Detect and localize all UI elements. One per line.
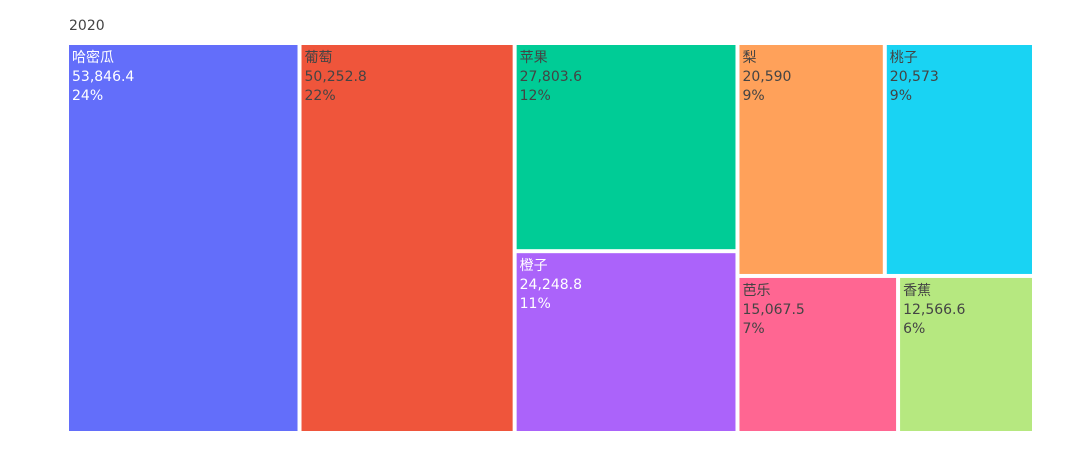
- treemap-root-label: 2020: [69, 18, 105, 34]
- tile-4-percent-label: 11%: [520, 296, 551, 312]
- tile-7-value-label: 15,067.5: [742, 302, 804, 318]
- tile-4-label: 橙子: [520, 258, 548, 274]
- tile-5-label: 梨: [742, 50, 756, 66]
- tile-1-rect[interactable]: [69, 45, 298, 431]
- tile-3-value-label: 27,803.6: [520, 69, 582, 85]
- tile-6-value-label: 20,573: [890, 69, 939, 85]
- tile-1-percent-label: 24%: [72, 88, 103, 104]
- tile-4-rect[interactable]: [516, 253, 736, 431]
- tile-4[interactable]: 橙子 24,248.8 11%: [516, 253, 736, 431]
- tile-7-percent-label: 7%: [742, 321, 764, 337]
- tile-8-label: 香蕉: [903, 283, 931, 299]
- tile-1-label: 哈密瓜: [72, 49, 114, 66]
- tile-3-percent-label: 12%: [520, 88, 551, 104]
- tile-7-rect[interactable]: [739, 277, 897, 431]
- tile-2-rect[interactable]: [301, 45, 513, 431]
- tile-6[interactable]: 桃子 20,573 9%: [886, 45, 1032, 274]
- tile-2-label: 葡萄: [305, 50, 333, 66]
- tile-6-percent-label: 9%: [890, 88, 912, 104]
- tile-2-value-label: 50,252.8: [305, 69, 367, 85]
- tile-8-percent-label: 6%: [903, 321, 925, 337]
- tile-7-label: 芭乐: [742, 282, 770, 299]
- tile-3-rect[interactable]: [516, 45, 736, 250]
- tile-5-value-label: 20,590: [742, 69, 791, 85]
- tile-4-value-label: 24,248.8: [520, 277, 582, 293]
- tile-8-rect[interactable]: [900, 277, 1032, 431]
- tile-5-rect[interactable]: [739, 45, 883, 274]
- tile-1-value-label: 53,846.4: [72, 69, 134, 85]
- tile-6-label: 桃子: [890, 50, 918, 66]
- tile-3[interactable]: 苹果 27,803.6 12%: [516, 45, 736, 250]
- tile-5[interactable]: 梨 20,590 9%: [739, 45, 883, 274]
- tile-8[interactable]: 香蕉 12,566.6 6%: [900, 277, 1032, 431]
- tile-2-percent-label: 22%: [305, 88, 336, 104]
- tile-2[interactable]: 葡萄 50,252.8 22%: [301, 45, 513, 431]
- tile-5-percent-label: 9%: [742, 88, 764, 104]
- tile-8-value-label: 12,566.6: [903, 302, 965, 318]
- tile-6-rect[interactable]: [886, 45, 1032, 274]
- tile-1[interactable]: 哈密瓜 53,846.4 24%: [69, 45, 298, 431]
- tile-7[interactable]: 芭乐 15,067.5 7%: [739, 277, 897, 431]
- tile-3-label: 苹果: [520, 50, 548, 66]
